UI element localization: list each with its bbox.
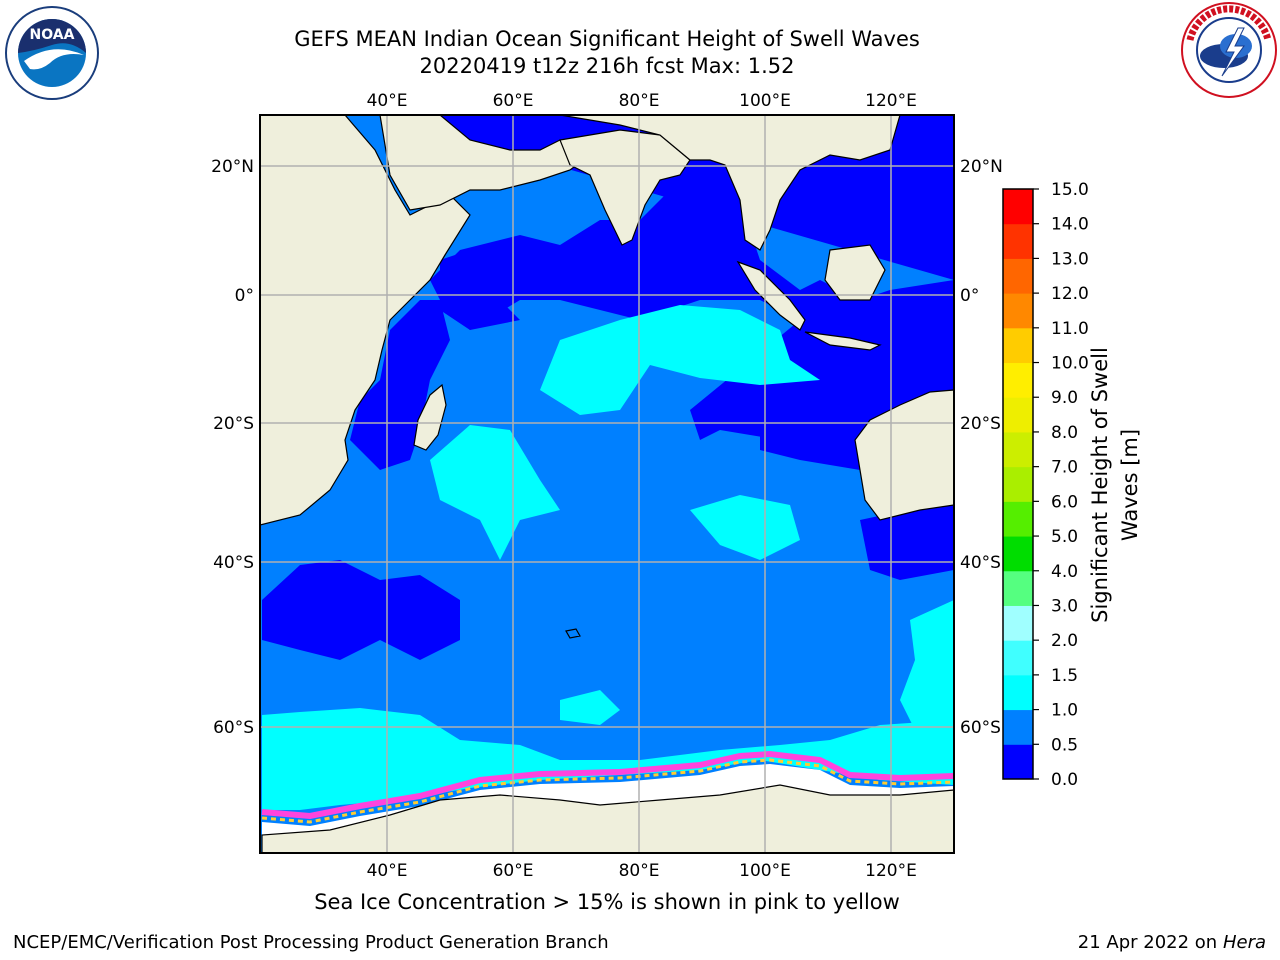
colorbar-swatch [1003, 223, 1033, 259]
colorbar-tick-label: 9.0 [1051, 388, 1078, 408]
lat-label-left: 60°S [213, 718, 254, 738]
longitude-labels-bottom: 40°E 60°E 80°E 100°E 120°E [367, 861, 917, 881]
colorbar-frame [1002, 188, 1034, 780]
footer-organization: NCEP/EMC/Verification Post Processing Pr… [13, 932, 609, 953]
colorbar-tick-label: 2.0 [1051, 631, 1078, 651]
low-swell-southwest-patch [262, 560, 460, 660]
colorbar-swatch [1003, 674, 1033, 711]
lat-label-right: 40°S [960, 553, 1001, 573]
lat-label-right: 20°S [960, 414, 1001, 434]
colorbar-swatch [1003, 709, 1033, 745]
high-swell-patch-50s [560, 690, 620, 725]
colorbar-tick-label: 11.0 [1051, 319, 1089, 339]
lat-label-left: 0° [235, 286, 254, 306]
lon-label-top: 120°E [865, 91, 917, 111]
high-swell-south-madagascar [430, 425, 560, 560]
colorbar-swatch [1003, 605, 1033, 641]
lat-label-right: 20°N [960, 157, 1003, 177]
colorbar-tick-label: 8.0 [1051, 423, 1078, 443]
colorbar-swatch [1003, 397, 1033, 433]
lon-label-top: 80°E [619, 91, 660, 111]
colorbar-ticks: 0.0 0.5 1.0 1.5 2.0 3.0 4.0 5.0 6.0 7.0 8.0 9.0 10.0… [1033, 180, 1089, 790]
colorbar-tick-label: 4.0 [1051, 562, 1078, 582]
antarctica-land [261, 784, 954, 853]
colorbar-swatch [1003, 536, 1033, 572]
colorbar [1003, 189, 1033, 780]
colorbar-tick-label: 1.0 [1051, 701, 1078, 721]
colorbar-label-line1: Significant Height of Swell [1088, 347, 1112, 623]
lat-label-right: 60°S [960, 718, 1001, 738]
arabia-land [379, 115, 592, 211]
colorbar-swatch [1003, 189, 1033, 225]
low-swell-madagascar-channel [350, 300, 450, 470]
latitude-labels-right: 20°N 0° 20°S 40°S 60°S [960, 157, 1003, 738]
high-swell-central [540, 305, 820, 415]
asia-land [559, 115, 901, 251]
lon-label-top: 100°E [739, 91, 791, 111]
chart-title: GEFS MEAN Indian Ocean Significant Heigh… [294, 27, 920, 51]
java-land [804, 331, 882, 351]
kerguelen-island [565, 628, 581, 639]
lon-label-bottom: 60°E [493, 861, 534, 881]
low-swell-north [380, 115, 954, 440]
colorbar-tick-label: 7.0 [1051, 458, 1078, 478]
low-swell-australia-west [760, 420, 880, 470]
colorbar-tick-label: 6.0 [1051, 492, 1078, 512]
lon-label-bottom: 40°E [367, 861, 408, 881]
colorbar-tick-label: 15.0 [1051, 180, 1089, 200]
low-swell-east-africa [440, 250, 520, 330]
high-swell-east-edge [900, 600, 954, 740]
longitude-labels-top: 40°E 60°E 80°E 100°E 120°E [367, 91, 917, 111]
lat-label-right: 0° [960, 286, 979, 306]
lat-label-left: 20°S [213, 414, 254, 434]
svg-text:NOAA: NOAA [30, 27, 75, 43]
colorbar-tick-label: 3.0 [1051, 596, 1078, 616]
colorbar-swatch [1003, 501, 1033, 537]
latitude-labels-left: 20°N 0° 20°S 40°S 60°S [211, 157, 254, 738]
madagascar-land [413, 383, 447, 451]
colorbar-swatch [1003, 362, 1033, 398]
colorbar-swatch [1003, 744, 1033, 780]
high-swell-southern-band [262, 708, 954, 810]
national-weather-service-logo [1181, 2, 1277, 98]
colorbar-swatch [1003, 293, 1033, 329]
lon-label-top: 40°E [367, 91, 408, 111]
lat-label-left: 20°N [211, 157, 254, 177]
map-frame [259, 114, 955, 854]
borneo-land [824, 244, 886, 301]
colorbar-tick-label: 12.0 [1051, 284, 1089, 304]
colorbar-swatch [1003, 466, 1033, 502]
colorbar-tick-label: 0.0 [1051, 770, 1078, 790]
colorbar-swatch [1003, 640, 1033, 676]
lon-label-bottom: 100°E [739, 861, 791, 881]
sea-ice-edge [261, 750, 954, 820]
high-swell-midlatitude-east [690, 495, 800, 560]
colorbar-swatch [1003, 327, 1033, 364]
lon-label-bottom: 80°E [619, 861, 660, 881]
colorbar-tick-label: 5.0 [1051, 527, 1078, 547]
colorbar-tick-label: 1.5 [1051, 666, 1078, 686]
sea-ice-yellow [261, 758, 954, 824]
low-swell-australia-southwest [860, 500, 954, 580]
lat-label-left: 40°S [213, 553, 254, 573]
lon-label-bottom: 120°E [865, 861, 917, 881]
colorbar-tick-label: 0.5 [1051, 735, 1078, 755]
footer-date-text: 21 Apr 2022 on [1077, 932, 1223, 953]
gridlines [260, 115, 954, 853]
colorbar-tick-label: 13.0 [1051, 249, 1089, 269]
footer-date: 21 Apr 2022 on Hera [1078, 932, 1266, 953]
colorbar-label-line2: Waves [m] [1118, 428, 1142, 542]
colorbar-swatch [1003, 570, 1033, 606]
chart-subtitle-forecast: 20220419 t12z 216h fcst Max: 1.52 [419, 54, 795, 78]
lon-label-top: 60°E [493, 91, 534, 111]
colorbar-swatch [1003, 431, 1033, 468]
colorbar-swatch [1003, 258, 1033, 294]
sea-ice-note: Sea Ice Concentration > 15% is shown in … [314, 890, 900, 914]
colorbar-tick-label: 10.0 [1051, 354, 1089, 374]
colorbar-tick-label: 14.0 [1051, 215, 1089, 235]
footer-host: Hera [1222, 932, 1266, 953]
noaa-logo: NOAA [5, 6, 99, 100]
